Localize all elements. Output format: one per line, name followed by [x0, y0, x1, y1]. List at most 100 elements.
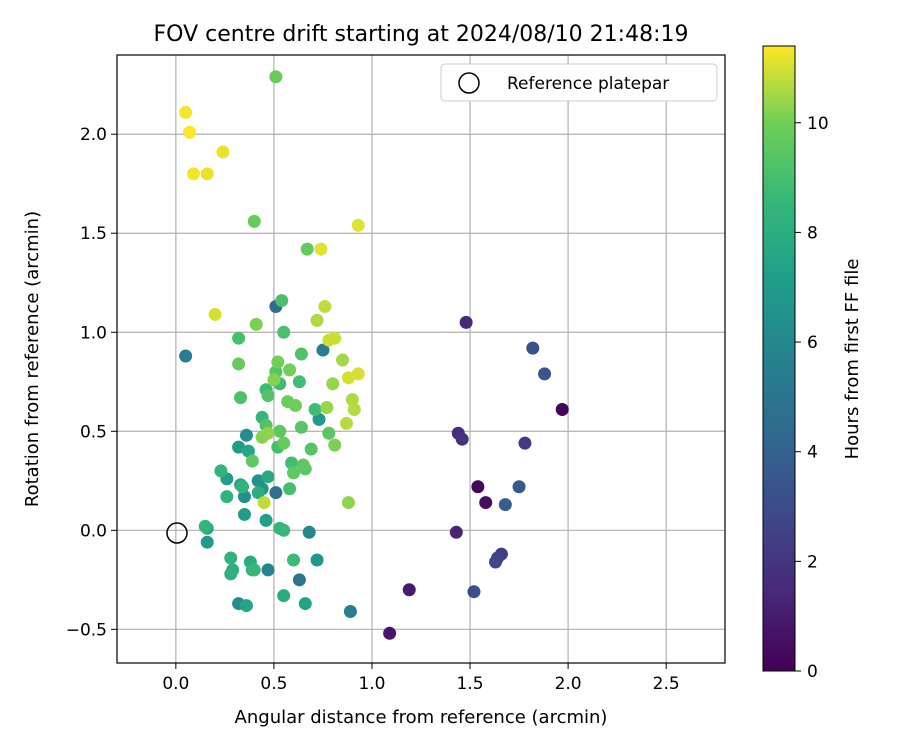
- data-point: [459, 315, 473, 329]
- x-tick-label: 0.0: [162, 674, 189, 694]
- x-axis-label: Angular distance from reference (arcmin): [235, 707, 608, 728]
- data-point: [345, 393, 359, 407]
- data-point: [247, 563, 261, 577]
- data-point: [288, 399, 302, 413]
- colorbar-tick-label: 8: [807, 223, 818, 243]
- legend-box: [440, 63, 718, 102]
- data-point: [224, 567, 238, 581]
- data-point: [555, 403, 569, 417]
- data-point: [245, 454, 259, 468]
- data-point: [220, 490, 234, 504]
- legend-entry: Reference platepar: [507, 74, 669, 94]
- data-point: [489, 555, 503, 569]
- data-point: [200, 535, 214, 549]
- y-tick-label: 0.0: [80, 521, 107, 541]
- y-tick-label: 0.5: [80, 422, 107, 442]
- data-point: [518, 436, 532, 450]
- x-axis-ticks: 0.0 0.5 1.0 1.5 2.0 2.5: [162, 663, 680, 694]
- reference-platepar-marker: [166, 522, 188, 544]
- data-point: [271, 355, 285, 369]
- colorbar-tick-label: 6: [807, 333, 818, 353]
- data-point: [237, 490, 251, 504]
- data-point: [310, 553, 324, 567]
- data-point: [234, 391, 248, 405]
- data-point: [251, 486, 265, 500]
- data-point: [347, 403, 361, 417]
- data-point: [343, 605, 357, 619]
- data-point: [479, 496, 493, 510]
- data-point: [312, 412, 326, 426]
- data-point: [341, 371, 355, 385]
- data-point: [232, 331, 246, 345]
- data-point: [267, 373, 281, 387]
- y-axis-label: Rotation from reference (arcmin): [22, 211, 43, 507]
- data-point: [287, 466, 301, 480]
- data-point: [183, 125, 197, 139]
- data-point: [449, 525, 463, 539]
- legend: Reference platepar: [440, 63, 718, 102]
- colorbar-tick-label: 0: [807, 662, 818, 682]
- data-point: [287, 553, 301, 567]
- data-point: [179, 349, 193, 363]
- data-point: [538, 367, 552, 381]
- x-tick-label: 1.5: [457, 674, 484, 694]
- data-point: [526, 341, 540, 355]
- plot-frame: [116, 54, 726, 664]
- data-point: [269, 70, 283, 84]
- colorbar-ticks: 0 2 4 6 8 10: [795, 114, 829, 682]
- y-tick-label: 2.0: [80, 125, 107, 145]
- colorbar-tick-label: 10: [807, 114, 829, 134]
- data-point: [298, 597, 312, 611]
- data-point: [283, 363, 297, 377]
- data-point: [237, 507, 251, 521]
- data-point: [351, 367, 365, 381]
- x-tick-label: 2.5: [653, 674, 680, 694]
- data-point: [308, 403, 322, 417]
- data-point: [269, 486, 283, 500]
- data-point: [322, 426, 336, 440]
- data-point: [277, 589, 291, 603]
- data-point: [214, 464, 228, 478]
- data-point: [259, 513, 273, 527]
- data-point: [310, 313, 324, 327]
- data-point: [336, 353, 350, 367]
- data-point: [257, 496, 271, 510]
- data-point: [239, 428, 253, 442]
- data-point: [326, 377, 340, 391]
- x-tick-label: 2.0: [555, 674, 582, 694]
- colorbar: [762, 45, 796, 672]
- data-point: [318, 300, 332, 314]
- data-point: [261, 563, 275, 577]
- y-tick-label: −0.5: [66, 620, 107, 640]
- data-point: [328, 438, 342, 452]
- data-point: [283, 482, 297, 496]
- data-point: [285, 456, 299, 470]
- data-point: [200, 167, 214, 181]
- data-point: [208, 307, 222, 321]
- data-point: [322, 333, 336, 347]
- data-point: [277, 523, 291, 537]
- data-point: [341, 496, 355, 510]
- data-point: [300, 242, 314, 256]
- data-point: [236, 480, 250, 494]
- y-axis-ticks: −0.5 0.0 0.5 1.0 1.5 2.0: [66, 125, 117, 640]
- data-point: [320, 401, 334, 415]
- data-point: [249, 317, 263, 331]
- data-point: [512, 480, 526, 494]
- data-point: [314, 242, 328, 256]
- y-tick-label: 1.5: [80, 224, 107, 244]
- y-tick-label: 1.0: [80, 323, 107, 343]
- data-point: [261, 426, 275, 440]
- data-point: [261, 470, 275, 484]
- data-point: [277, 325, 291, 339]
- data-point: [339, 416, 353, 430]
- data-point: [186, 167, 200, 181]
- data-point: [241, 444, 255, 458]
- data-point: [402, 583, 416, 597]
- data-point: [304, 442, 318, 456]
- colorbar-label: Hours from first FF file: [842, 259, 863, 460]
- legend-marker: [458, 72, 480, 94]
- data-point: [316, 343, 330, 357]
- data-point: [294, 347, 308, 361]
